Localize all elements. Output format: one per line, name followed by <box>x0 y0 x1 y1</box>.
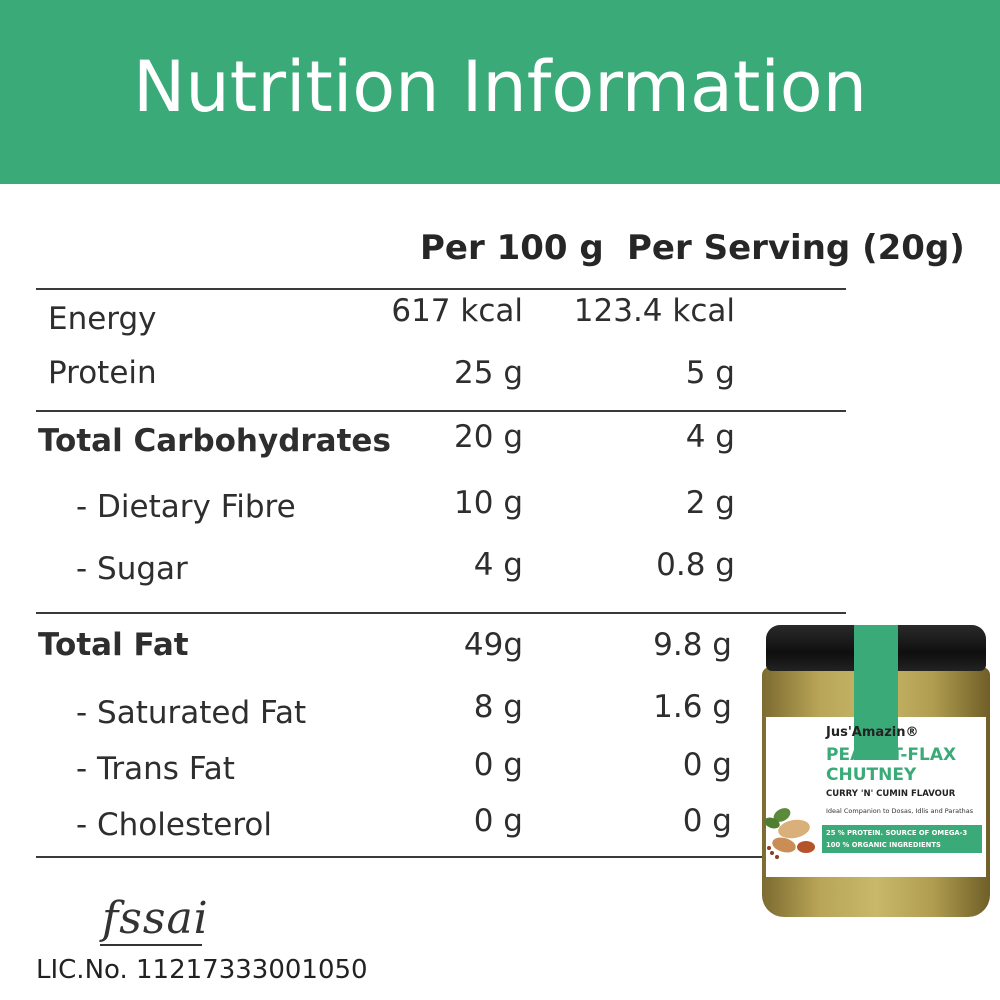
row-value-per-100g: 8 g <box>473 689 523 725</box>
row-value-per-serving: 4 g <box>685 419 735 455</box>
table-divider <box>36 410 846 412</box>
table-divider <box>36 288 846 290</box>
row-value-per-100g: 0 g <box>473 747 523 783</box>
jar-brand: Jus'Amazin® <box>826 725 919 740</box>
header-banner: Nutrition Information <box>0 0 1000 184</box>
column-header-per-serving: Per Serving (20g) <box>627 228 965 268</box>
table-divider <box>36 856 846 858</box>
license-number: LIC.No. 11217333001050 <box>36 955 368 985</box>
jar-claim: 25 % PROTEIN. SOURCE OF OMEGA-3 <box>826 829 968 837</box>
table-row: Energy 617 kcal 123.4 kcal <box>0 292 1000 342</box>
table-row: Total Carbohydrates 20 g 4 g <box>0 416 1000 466</box>
row-value-per-serving: 0 g <box>682 803 732 839</box>
jar-claims-band: 25 % PROTEIN. SOURCE OF OMEGA-3 100 % OR… <box>822 825 982 853</box>
jar-flavour: CURRY 'N' CUMIN FLAVOUR <box>826 789 956 799</box>
row-value-per-100g: 25 g <box>454 355 523 391</box>
row-value-per-serving: 2 g <box>685 485 735 521</box>
table-row: Protein 25 g 5 g <box>0 348 1000 398</box>
row-value-per-100g: 20 g <box>454 419 523 455</box>
row-label: - Dietary Fibre <box>76 489 296 525</box>
table-row: - Cholesterol 0 g 0 g <box>0 796 1000 846</box>
row-value-per-serving: 5 g <box>685 355 735 391</box>
row-label: - Sugar <box>76 551 188 587</box>
row-label: - Trans Fat <box>76 751 235 787</box>
row-label: Protein <box>48 355 157 391</box>
row-label: Total Fat <box>38 627 189 663</box>
row-value-per-serving: 0 g <box>682 747 732 783</box>
row-value-per-serving: 0.8 g <box>656 547 735 583</box>
jar-label-strip <box>854 625 898 760</box>
row-value-per-100g: 617 kcal <box>391 293 523 329</box>
jar-claim: 100 % ORGANIC INGREDIENTS <box>826 841 941 849</box>
fssai-logo: fssai <box>102 893 209 944</box>
row-value-per-serving: 1.6 g <box>653 689 732 725</box>
table-row: - Trans Fat 0 g 0 g <box>0 740 1000 790</box>
fssai-logo-underline <box>100 944 202 946</box>
product-jar-image: Jus'Amazin® PEANUT-FLAX CHUTNEY CURRY 'N… <box>758 625 994 925</box>
row-label: - Saturated Fat <box>76 695 307 731</box>
jar-product-name: CHUTNEY <box>826 765 917 785</box>
row-value-per-100g: 49g <box>463 627 523 663</box>
row-value-per-serving: 123.4 kcal <box>573 293 735 329</box>
page-title: Nutrition Information <box>133 46 867 128</box>
jar-tagline: Ideal Companion to Dosas, Idlis and Para… <box>826 807 974 815</box>
row-label: Total Carbohydrates <box>38 423 391 459</box>
row-value-per-serving: 9.8 g <box>653 627 732 663</box>
table-divider <box>36 612 846 614</box>
column-header-per-100g: Per 100 g <box>420 228 604 268</box>
peanut-illustration-icon <box>764 808 815 859</box>
table-row: - Sugar 4 g 0.8 g <box>0 540 1000 590</box>
row-label: - Cholesterol <box>76 807 273 843</box>
table-row: - Dietary Fibre 10 g 2 g <box>0 478 1000 528</box>
row-value-per-100g: 0 g <box>473 803 523 839</box>
row-value-per-100g: 10 g <box>454 485 523 521</box>
row-value-per-100g: 4 g <box>473 547 523 583</box>
table-row: - Saturated Fat 8 g 1.6 g <box>0 682 1000 732</box>
table-row: Total Fat 49g 9.8 g <box>0 620 1000 670</box>
jar-product-name: PEANUT-FLAX <box>826 745 957 765</box>
row-label: Energy <box>48 301 157 337</box>
